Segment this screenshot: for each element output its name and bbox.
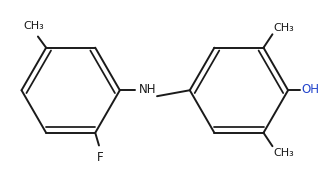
Text: CH₃: CH₃ [23,21,44,31]
Text: OH: OH [301,83,319,96]
Text: CH₃: CH₃ [273,148,294,158]
Text: CH₃: CH₃ [273,23,294,33]
Text: NH: NH [139,83,157,96]
Text: F: F [96,151,103,164]
